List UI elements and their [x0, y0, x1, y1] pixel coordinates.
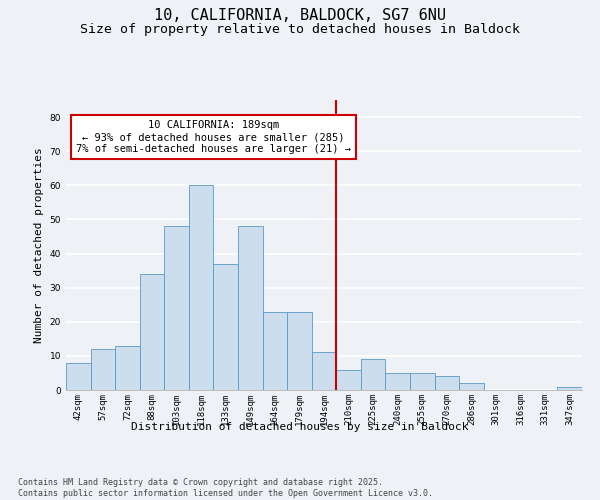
- Text: 10, CALIFORNIA, BALDOCK, SG7 6NU: 10, CALIFORNIA, BALDOCK, SG7 6NU: [154, 8, 446, 22]
- Bar: [557, 386, 582, 390]
- Bar: [459, 383, 484, 390]
- Bar: [434, 376, 459, 390]
- Bar: [91, 349, 115, 390]
- Bar: [115, 346, 140, 390]
- Text: Size of property relative to detached houses in Baldock: Size of property relative to detached ho…: [80, 22, 520, 36]
- Bar: [66, 362, 91, 390]
- Bar: [312, 352, 336, 390]
- Bar: [189, 186, 214, 390]
- Text: Distribution of detached houses by size in Baldock: Distribution of detached houses by size …: [131, 422, 469, 432]
- Bar: [385, 373, 410, 390]
- Bar: [263, 312, 287, 390]
- Text: Contains HM Land Registry data © Crown copyright and database right 2025.
Contai: Contains HM Land Registry data © Crown c…: [18, 478, 433, 498]
- Y-axis label: Number of detached properties: Number of detached properties: [34, 147, 44, 343]
- Bar: [238, 226, 263, 390]
- Bar: [336, 370, 361, 390]
- Bar: [214, 264, 238, 390]
- Text: 10 CALIFORNIA: 189sqm
← 93% of detached houses are smaller (285)
7% of semi-deta: 10 CALIFORNIA: 189sqm ← 93% of detached …: [76, 120, 351, 154]
- Bar: [164, 226, 189, 390]
- Bar: [140, 274, 164, 390]
- Bar: [361, 360, 385, 390]
- Bar: [410, 373, 434, 390]
- Bar: [287, 312, 312, 390]
